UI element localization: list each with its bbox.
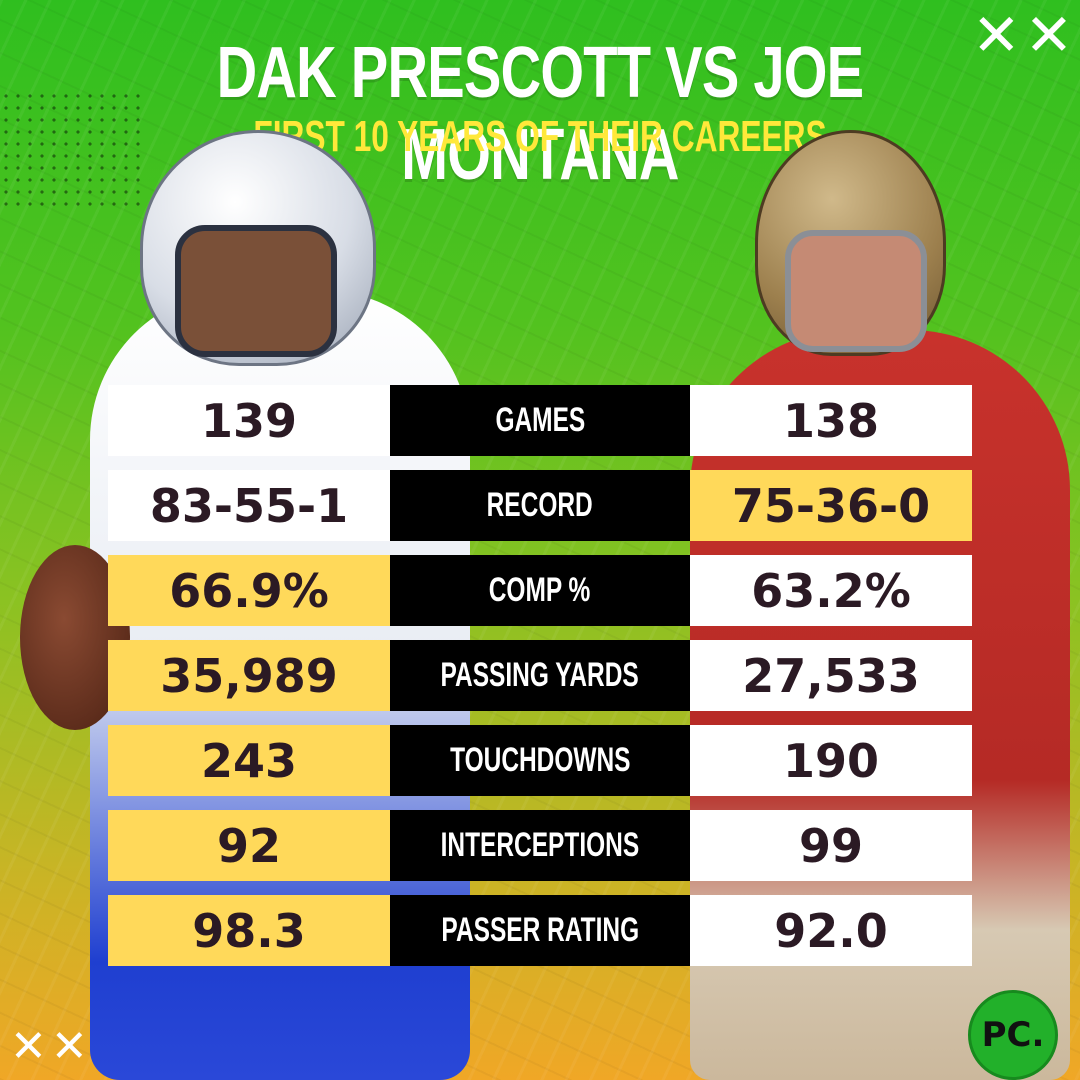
stat-label: PASSING YARDS: [390, 640, 690, 711]
stat-label-text: RECORD: [486, 486, 594, 524]
left-value: 243: [108, 725, 390, 796]
stat-row: 83-55-1 RECORD 75-36-0: [108, 470, 972, 541]
right-value: 27,533: [690, 640, 972, 711]
right-value: 190: [690, 725, 972, 796]
stats-comparison-table: 139 GAMES 138 83-55-1 RECORD 75-36-0 66.9% COMP…: [108, 385, 972, 980]
stat-label: RECORD: [390, 470, 690, 541]
stat-row: 35,989 PASSING YARDS 27,533: [108, 640, 972, 711]
page-subtitle: FIRST 10 YEARS OF THEIR CAREERS: [253, 112, 827, 161]
stat-row: 243 TOUCHDOWNS 190: [108, 725, 972, 796]
pc-logo: PC.: [968, 990, 1058, 1080]
left-value: 139: [108, 385, 390, 456]
stat-label-text: PASSER RATING: [441, 911, 639, 949]
stat-label-text: GAMES: [495, 401, 585, 439]
right-value: 138: [690, 385, 972, 456]
stat-label: INTERCEPTIONS: [390, 810, 690, 881]
dot-pattern-left: [0, 90, 140, 210]
dak-prescott-face: [175, 225, 337, 357]
left-value: 98.3: [108, 895, 390, 966]
stat-label: COMP %: [390, 555, 690, 626]
stat-label-text: INTERCEPTIONS: [440, 826, 640, 864]
right-value: 75-36-0: [690, 470, 972, 541]
joe-montana-face: [785, 230, 927, 352]
stat-label: GAMES: [390, 385, 690, 456]
right-value: 92.0: [690, 895, 972, 966]
left-value: 92: [108, 810, 390, 881]
right-value: 99: [690, 810, 972, 881]
stat-row: 139 GAMES 138: [108, 385, 972, 456]
stat-label: TOUCHDOWNS: [390, 725, 690, 796]
stat-label-text: PASSING YARDS: [440, 656, 640, 694]
left-value: 83-55-1: [108, 470, 390, 541]
stat-row: 66.9% COMP % 63.2%: [108, 555, 972, 626]
stat-label-text: TOUCHDOWNS: [449, 741, 631, 779]
page-title: DAK PRESCOTT VS JOE MONTANA: [216, 33, 865, 195]
left-value: 66.9%: [108, 555, 390, 626]
right-value: 63.2%: [690, 555, 972, 626]
stat-label-text: COMP %: [489, 571, 591, 609]
x-marks-icon: ✕✕: [972, 1, 1078, 69]
stat-label: PASSER RATING: [390, 895, 690, 966]
stat-row: 92 INTERCEPTIONS 99: [108, 810, 972, 881]
stat-row: 98.3 PASSER RATING 92.0: [108, 895, 972, 966]
left-value: 35,989: [108, 640, 390, 711]
